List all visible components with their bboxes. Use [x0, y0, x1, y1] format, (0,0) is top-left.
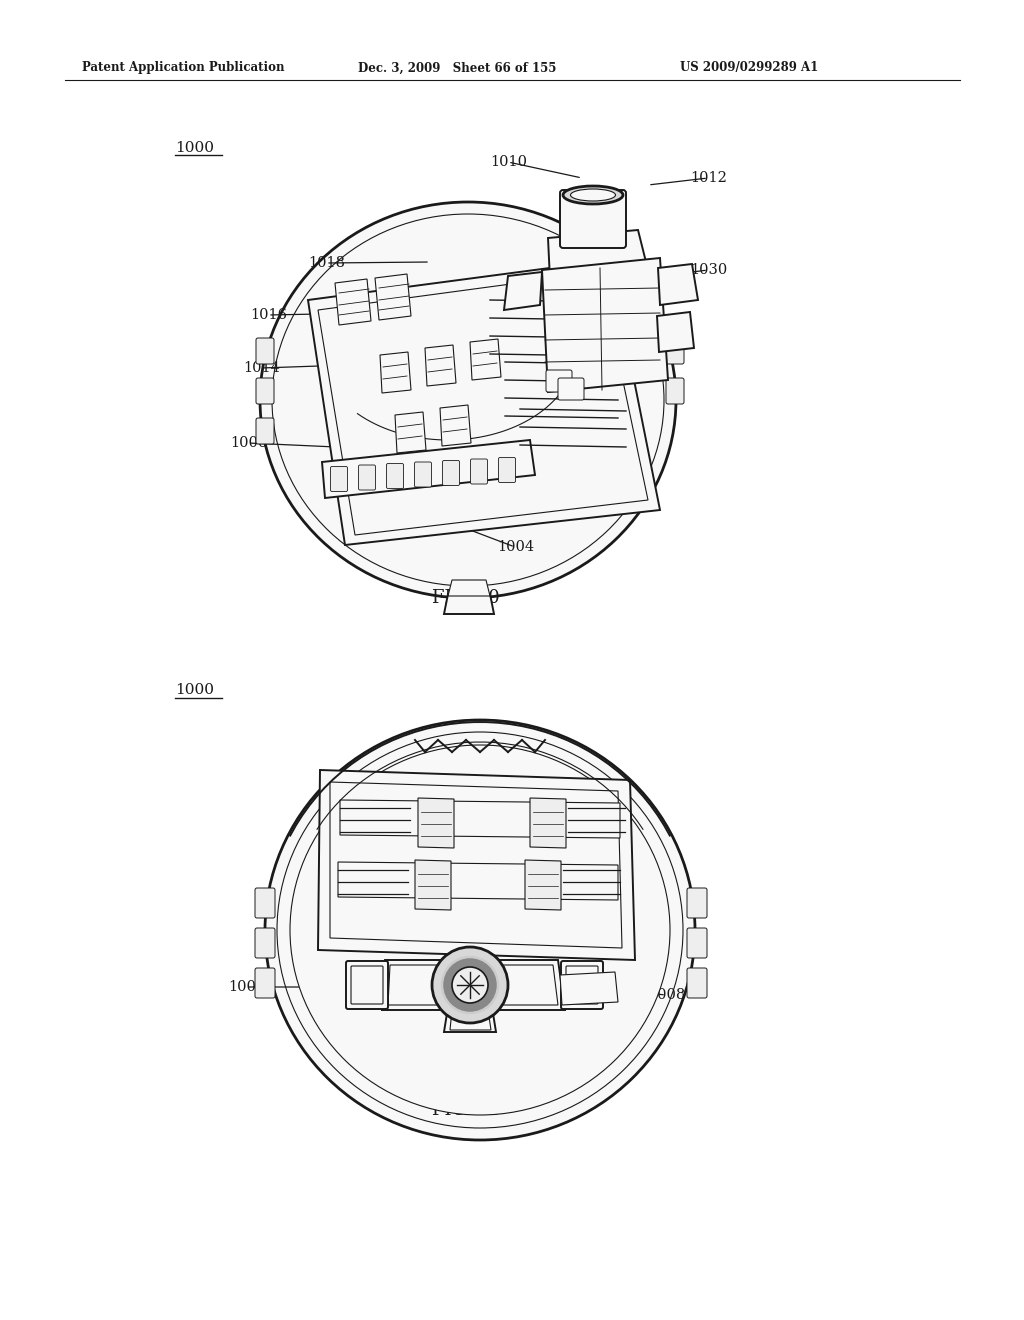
Polygon shape	[318, 770, 635, 960]
Text: 1016: 1016	[250, 308, 287, 322]
Polygon shape	[340, 800, 620, 838]
FancyBboxPatch shape	[687, 928, 707, 958]
Text: 1000: 1000	[175, 682, 214, 697]
Polygon shape	[338, 862, 618, 900]
Text: FIG. 61: FIG. 61	[432, 1101, 500, 1119]
Text: FIG. 60: FIG. 60	[432, 589, 500, 607]
FancyBboxPatch shape	[470, 459, 487, 484]
FancyBboxPatch shape	[666, 338, 684, 364]
Circle shape	[432, 946, 508, 1023]
Polygon shape	[440, 405, 471, 446]
FancyBboxPatch shape	[560, 190, 626, 248]
Polygon shape	[418, 799, 454, 847]
Ellipse shape	[272, 214, 664, 586]
FancyBboxPatch shape	[256, 418, 274, 444]
Text: 1004: 1004	[497, 540, 535, 554]
Ellipse shape	[570, 189, 615, 201]
FancyBboxPatch shape	[331, 466, 347, 491]
FancyBboxPatch shape	[687, 888, 707, 917]
Polygon shape	[449, 579, 490, 597]
Circle shape	[442, 957, 498, 1012]
Ellipse shape	[265, 719, 695, 1140]
FancyBboxPatch shape	[386, 463, 403, 488]
Polygon shape	[322, 440, 535, 498]
Text: 1008: 1008	[648, 987, 685, 1002]
Circle shape	[452, 968, 488, 1003]
Polygon shape	[470, 339, 501, 380]
FancyBboxPatch shape	[687, 968, 707, 998]
FancyBboxPatch shape	[346, 961, 388, 1008]
Polygon shape	[382, 960, 565, 1010]
FancyBboxPatch shape	[499, 458, 515, 483]
Polygon shape	[560, 972, 618, 1005]
Ellipse shape	[260, 202, 676, 598]
Polygon shape	[658, 264, 698, 305]
Polygon shape	[395, 412, 426, 453]
FancyBboxPatch shape	[255, 928, 275, 958]
FancyBboxPatch shape	[442, 461, 460, 486]
Polygon shape	[380, 352, 411, 393]
Polygon shape	[504, 272, 542, 310]
Text: 1010: 1010	[490, 154, 527, 169]
FancyBboxPatch shape	[415, 462, 431, 487]
Ellipse shape	[290, 744, 670, 1115]
Polygon shape	[375, 275, 411, 319]
Polygon shape	[308, 260, 660, 545]
FancyBboxPatch shape	[255, 968, 275, 998]
Polygon shape	[444, 594, 494, 614]
Polygon shape	[525, 861, 561, 909]
Polygon shape	[335, 279, 371, 325]
Text: Patent Application Publication: Patent Application Publication	[82, 62, 285, 74]
Text: 1030: 1030	[690, 263, 727, 277]
Text: 1002: 1002	[228, 979, 265, 994]
Text: Dec. 3, 2009   Sheet 66 of 155: Dec. 3, 2009 Sheet 66 of 155	[358, 62, 556, 74]
Text: 1000: 1000	[175, 141, 214, 154]
Text: 1012: 1012	[690, 172, 727, 185]
Text: 1006: 1006	[230, 436, 267, 450]
Text: 1014: 1014	[243, 360, 280, 375]
FancyBboxPatch shape	[255, 888, 275, 917]
Ellipse shape	[278, 733, 683, 1129]
Polygon shape	[415, 861, 451, 909]
Polygon shape	[425, 345, 456, 385]
Polygon shape	[657, 312, 694, 352]
FancyBboxPatch shape	[561, 961, 603, 1008]
FancyBboxPatch shape	[558, 378, 584, 400]
FancyBboxPatch shape	[546, 370, 572, 392]
FancyBboxPatch shape	[358, 465, 376, 490]
Polygon shape	[530, 799, 566, 847]
FancyBboxPatch shape	[666, 378, 684, 404]
Text: US 2009/0299289 A1: US 2009/0299289 A1	[680, 62, 818, 74]
Text: 1018: 1018	[308, 256, 345, 271]
Ellipse shape	[563, 186, 623, 205]
FancyBboxPatch shape	[256, 338, 274, 364]
Text: 1010: 1010	[423, 1043, 460, 1057]
Polygon shape	[542, 257, 668, 392]
FancyBboxPatch shape	[256, 378, 274, 404]
Polygon shape	[444, 1007, 496, 1032]
Polygon shape	[548, 230, 648, 280]
